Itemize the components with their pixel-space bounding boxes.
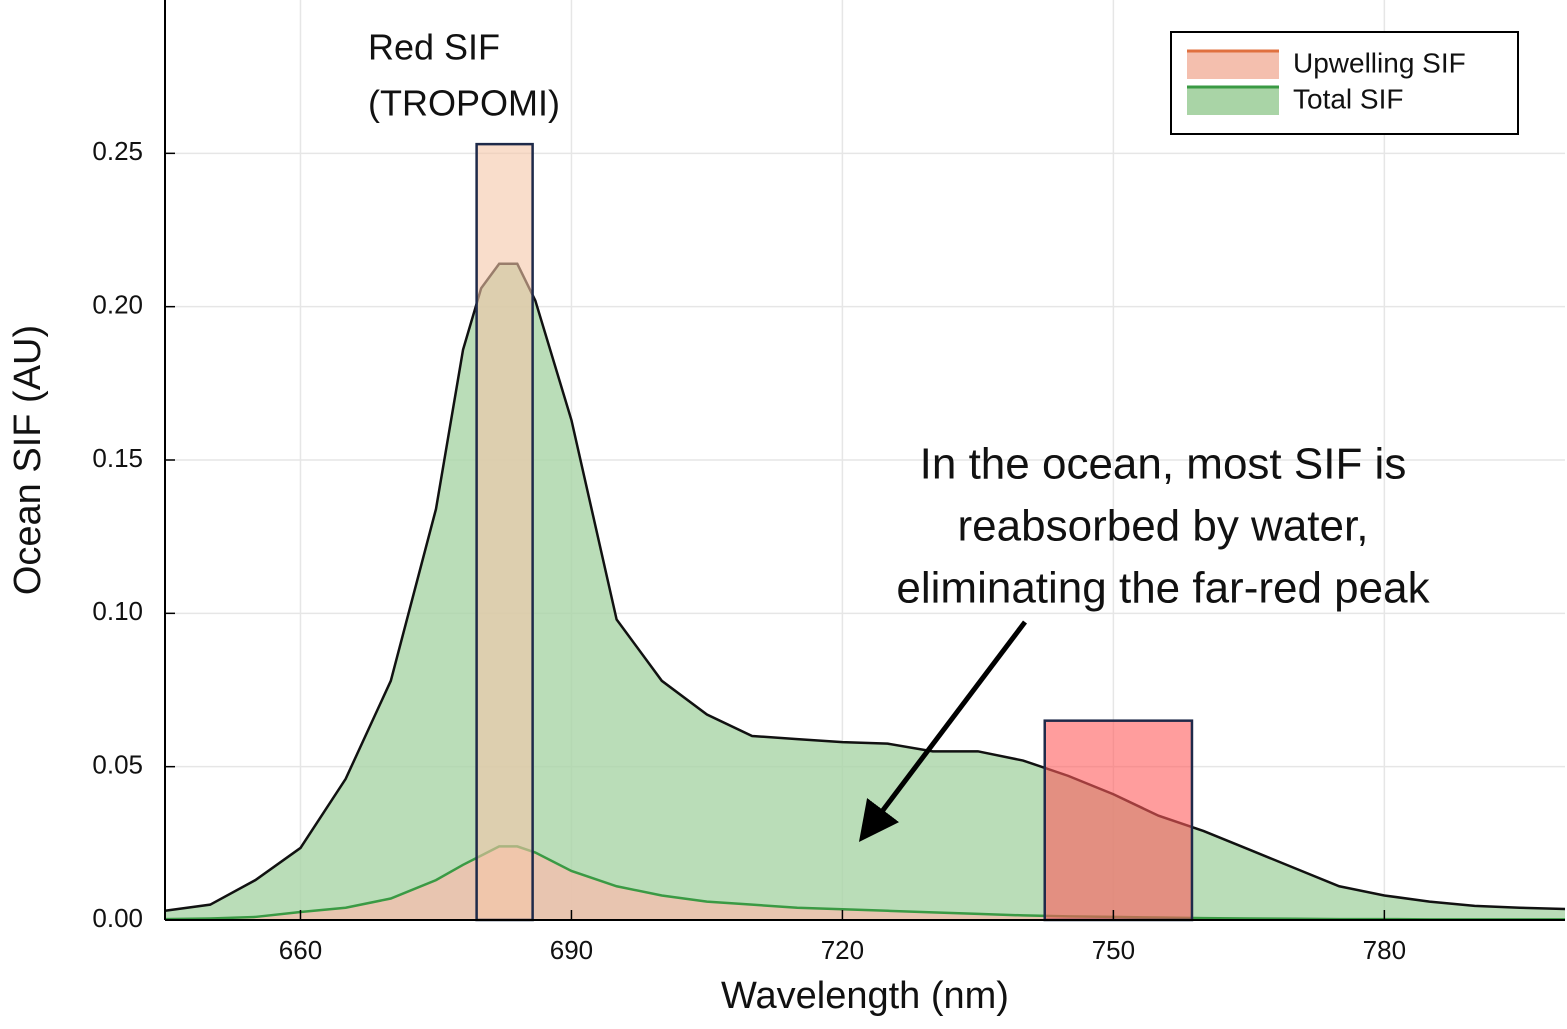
area-line: [164, 262, 1566, 913]
y-tick-label: 0.05: [92, 750, 143, 780]
overlays: Red SIF (TROPOMI) In the ocean, most SIF i…: [368, 27, 1431, 922]
y-tick-label: 0.15: [92, 443, 143, 473]
highlight-label: Red SIF: [368, 27, 500, 68]
area-line: [164, 845, 1565, 921]
y-tick-label: 0.20: [92, 290, 143, 320]
x-tick-label: 780: [1363, 935, 1406, 965]
legend: Upwelling SIF Total SIF: [1170, 31, 1519, 135]
legend-label: Upwelling SIF: [1293, 47, 1466, 78]
annotation: In the ocean, most SIF is: [920, 440, 1407, 489]
y-tick-label: 0.10: [92, 596, 143, 626]
y-tick-label: 0.00: [92, 903, 143, 933]
highlight-band: [1043, 719, 1194, 922]
legend-label: Total SIF: [1293, 83, 1403, 114]
y-axis-label: Ocean SIF (AU): [7, 325, 49, 595]
axes: 0.00 0.05 0.10 0.15 0.20 0.25 660 690 720 750 780 W…: [7, 0, 1565, 1017]
legend-box: [1170, 31, 1519, 135]
highlight-band: [475, 142, 534, 922]
x-axis-label: Wavelength (nm): [721, 975, 1009, 1017]
x-tick-label: 720: [821, 935, 864, 965]
legend-swatch: [1187, 87, 1279, 115]
x-tick-label: 750: [1092, 935, 1135, 965]
highlight-label: (TROPOMI): [368, 83, 560, 124]
annotation-arrow: [858, 620, 1027, 842]
y-tick-label: 0.25: [92, 136, 143, 166]
x-tick-label: 690: [550, 935, 593, 965]
annotation: reabsorbed by water,: [958, 502, 1369, 551]
x-tick-label: 660: [279, 935, 322, 965]
annotation: eliminating the far-red peak: [896, 564, 1430, 613]
legend-swatch: [1187, 51, 1279, 79]
